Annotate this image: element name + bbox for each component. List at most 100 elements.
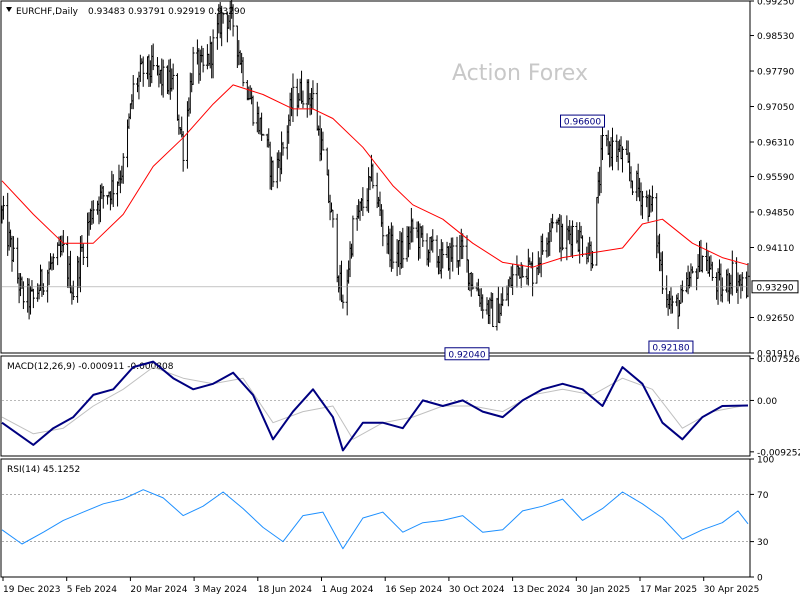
ohlc-bar bbox=[121, 153, 125, 184]
price-panel-frame bbox=[0, 0, 751, 354]
price-tick-label: 0.92650 bbox=[757, 314, 794, 324]
ohlc-bar bbox=[690, 266, 694, 274]
ohlc-bar bbox=[61, 230, 65, 253]
ohlc-bar bbox=[561, 223, 565, 251]
ohlc-bar bbox=[201, 47, 205, 73]
x-tick-label: 30 Apr 2025 bbox=[704, 585, 760, 595]
dropdown-triangle-icon[interactable] bbox=[6, 7, 12, 12]
x-tick-label: 1 Aug 2024 bbox=[322, 585, 374, 595]
price-tick-label: 0.99250 bbox=[757, 0, 794, 8]
ohlc-bar bbox=[401, 227, 405, 268]
ohlc-bar bbox=[271, 160, 275, 187]
x-tick-label: 19 Dec 2023 bbox=[3, 585, 61, 595]
macd-main-line bbox=[1, 360, 749, 452]
ohlc-bar bbox=[630, 180, 634, 196]
rsi-tick-label: 30 bbox=[757, 538, 769, 548]
ohlc-bar bbox=[281, 141, 285, 156]
ohlc-bar bbox=[501, 287, 505, 307]
ohlc-bar bbox=[331, 209, 335, 228]
annotation-label: 0.96600 bbox=[564, 118, 601, 128]
rsi-tick-label: 70 bbox=[757, 491, 769, 501]
ohlc-bar bbox=[41, 283, 45, 296]
ohlc-bar bbox=[381, 209, 385, 247]
x-tick-label: 13 Dec 2024 bbox=[513, 585, 571, 595]
y-axis: 0.99250 0.98530 0.97790 0.97050 0.96310 0.955… bbox=[750, 0, 800, 584]
ohlc-bar bbox=[141, 56, 145, 87]
ohlc-bar bbox=[610, 127, 614, 171]
ohlc-bar bbox=[111, 174, 115, 208]
ohlc-bar bbox=[151, 43, 155, 71]
rsi-tick-label: 100 bbox=[757, 456, 774, 466]
ohlc-bar bbox=[11, 236, 15, 263]
price-tick-label: 0.95590 bbox=[757, 173, 794, 183]
ohlc-bar bbox=[221, 12, 225, 24]
ohlc-bar bbox=[1, 195, 5, 220]
symbol-label: EURCHF,Daily bbox=[16, 7, 79, 17]
ohlc-values: 0.93483 0.93791 0.92919 0.93290 bbox=[88, 7, 246, 17]
ohlc-bar bbox=[710, 261, 714, 281]
price-bars bbox=[0, 0, 750, 331]
ohlc-bar bbox=[451, 237, 455, 272]
x-tick-label: 30 Oct 2024 bbox=[449, 585, 505, 595]
ohlc-bar bbox=[730, 250, 734, 296]
annotation-box bbox=[444, 347, 490, 361]
ohlc-bar bbox=[601, 124, 605, 161]
price-annotation: 0.92180 bbox=[648, 340, 694, 354]
macd-lines bbox=[1, 360, 749, 452]
ohlc-bar bbox=[551, 213, 555, 229]
macd-tick-label: 0.00 bbox=[757, 397, 777, 407]
rsi-title: RSI(14) 45.1252 bbox=[7, 465, 80, 475]
price-tick-label: 0.97050 bbox=[757, 103, 794, 113]
ohlc-bar bbox=[231, 4, 235, 37]
ohlc-bar bbox=[746, 262, 750, 298]
ohlc-bar bbox=[740, 272, 744, 292]
price-tick-label: 0.91910 bbox=[757, 350, 794, 360]
rsi-panel-frame bbox=[0, 458, 751, 578]
current-price-tag: 0.93290 bbox=[751, 280, 799, 294]
ohlc-bar bbox=[101, 186, 105, 209]
watermark-text: Action Forex bbox=[452, 61, 588, 86]
ohlc-bar bbox=[511, 264, 515, 296]
x-tick-label: 3 May 2024 bbox=[194, 585, 247, 595]
ohlc-bar bbox=[461, 233, 465, 259]
price-tick-label: 0.98530 bbox=[757, 32, 794, 42]
ohlc-bar bbox=[211, 29, 215, 79]
ohlc-bar bbox=[421, 225, 425, 247]
annotation-label: 0.92180 bbox=[652, 344, 689, 354]
ohlc-bar bbox=[161, 59, 165, 98]
annotation-box bbox=[648, 340, 694, 354]
price-annotation: 0.92040 bbox=[444, 347, 490, 361]
rsi-lines bbox=[1, 489, 749, 550]
price-tick-label: 0.96310 bbox=[757, 138, 794, 148]
price-tick-label: 0.94850 bbox=[757, 209, 794, 219]
annotation-box bbox=[560, 114, 606, 128]
ohlc-bar bbox=[171, 63, 175, 90]
ohlc-bar bbox=[311, 80, 315, 110]
ohlc-bar bbox=[720, 277, 724, 303]
ohlc-bar bbox=[241, 57, 245, 87]
ohlc-bar bbox=[341, 294, 345, 309]
ohlc-bar bbox=[71, 280, 75, 300]
price-annotation: 0.96600 bbox=[560, 114, 606, 128]
macd-tick-label: -0.009252 bbox=[757, 448, 800, 458]
x-tick-label: 17 Mar 2025 bbox=[640, 585, 697, 595]
ohlc-bar bbox=[541, 233, 545, 255]
ohlc-bar bbox=[261, 133, 265, 136]
rsi-tick-label: 0 bbox=[757, 574, 763, 584]
ohlc-bar bbox=[131, 74, 135, 110]
x-tick-label: 20 Mar 2024 bbox=[130, 585, 187, 595]
ohlc-bar bbox=[481, 294, 485, 319]
ohlc-bar bbox=[81, 243, 85, 266]
ohlc-bar bbox=[650, 185, 654, 212]
ohlc-bar bbox=[391, 225, 395, 269]
macd-tick-label: 0.007526 bbox=[757, 355, 800, 365]
ohlc-bar bbox=[191, 46, 195, 85]
macd-signal-line bbox=[1, 366, 749, 440]
ohlc-bar bbox=[670, 295, 674, 314]
ohlc-bar bbox=[431, 229, 435, 253]
ohlc-bar bbox=[680, 280, 684, 303]
ohlc-bar bbox=[491, 292, 495, 328]
ohlc-bar bbox=[351, 215, 355, 257]
